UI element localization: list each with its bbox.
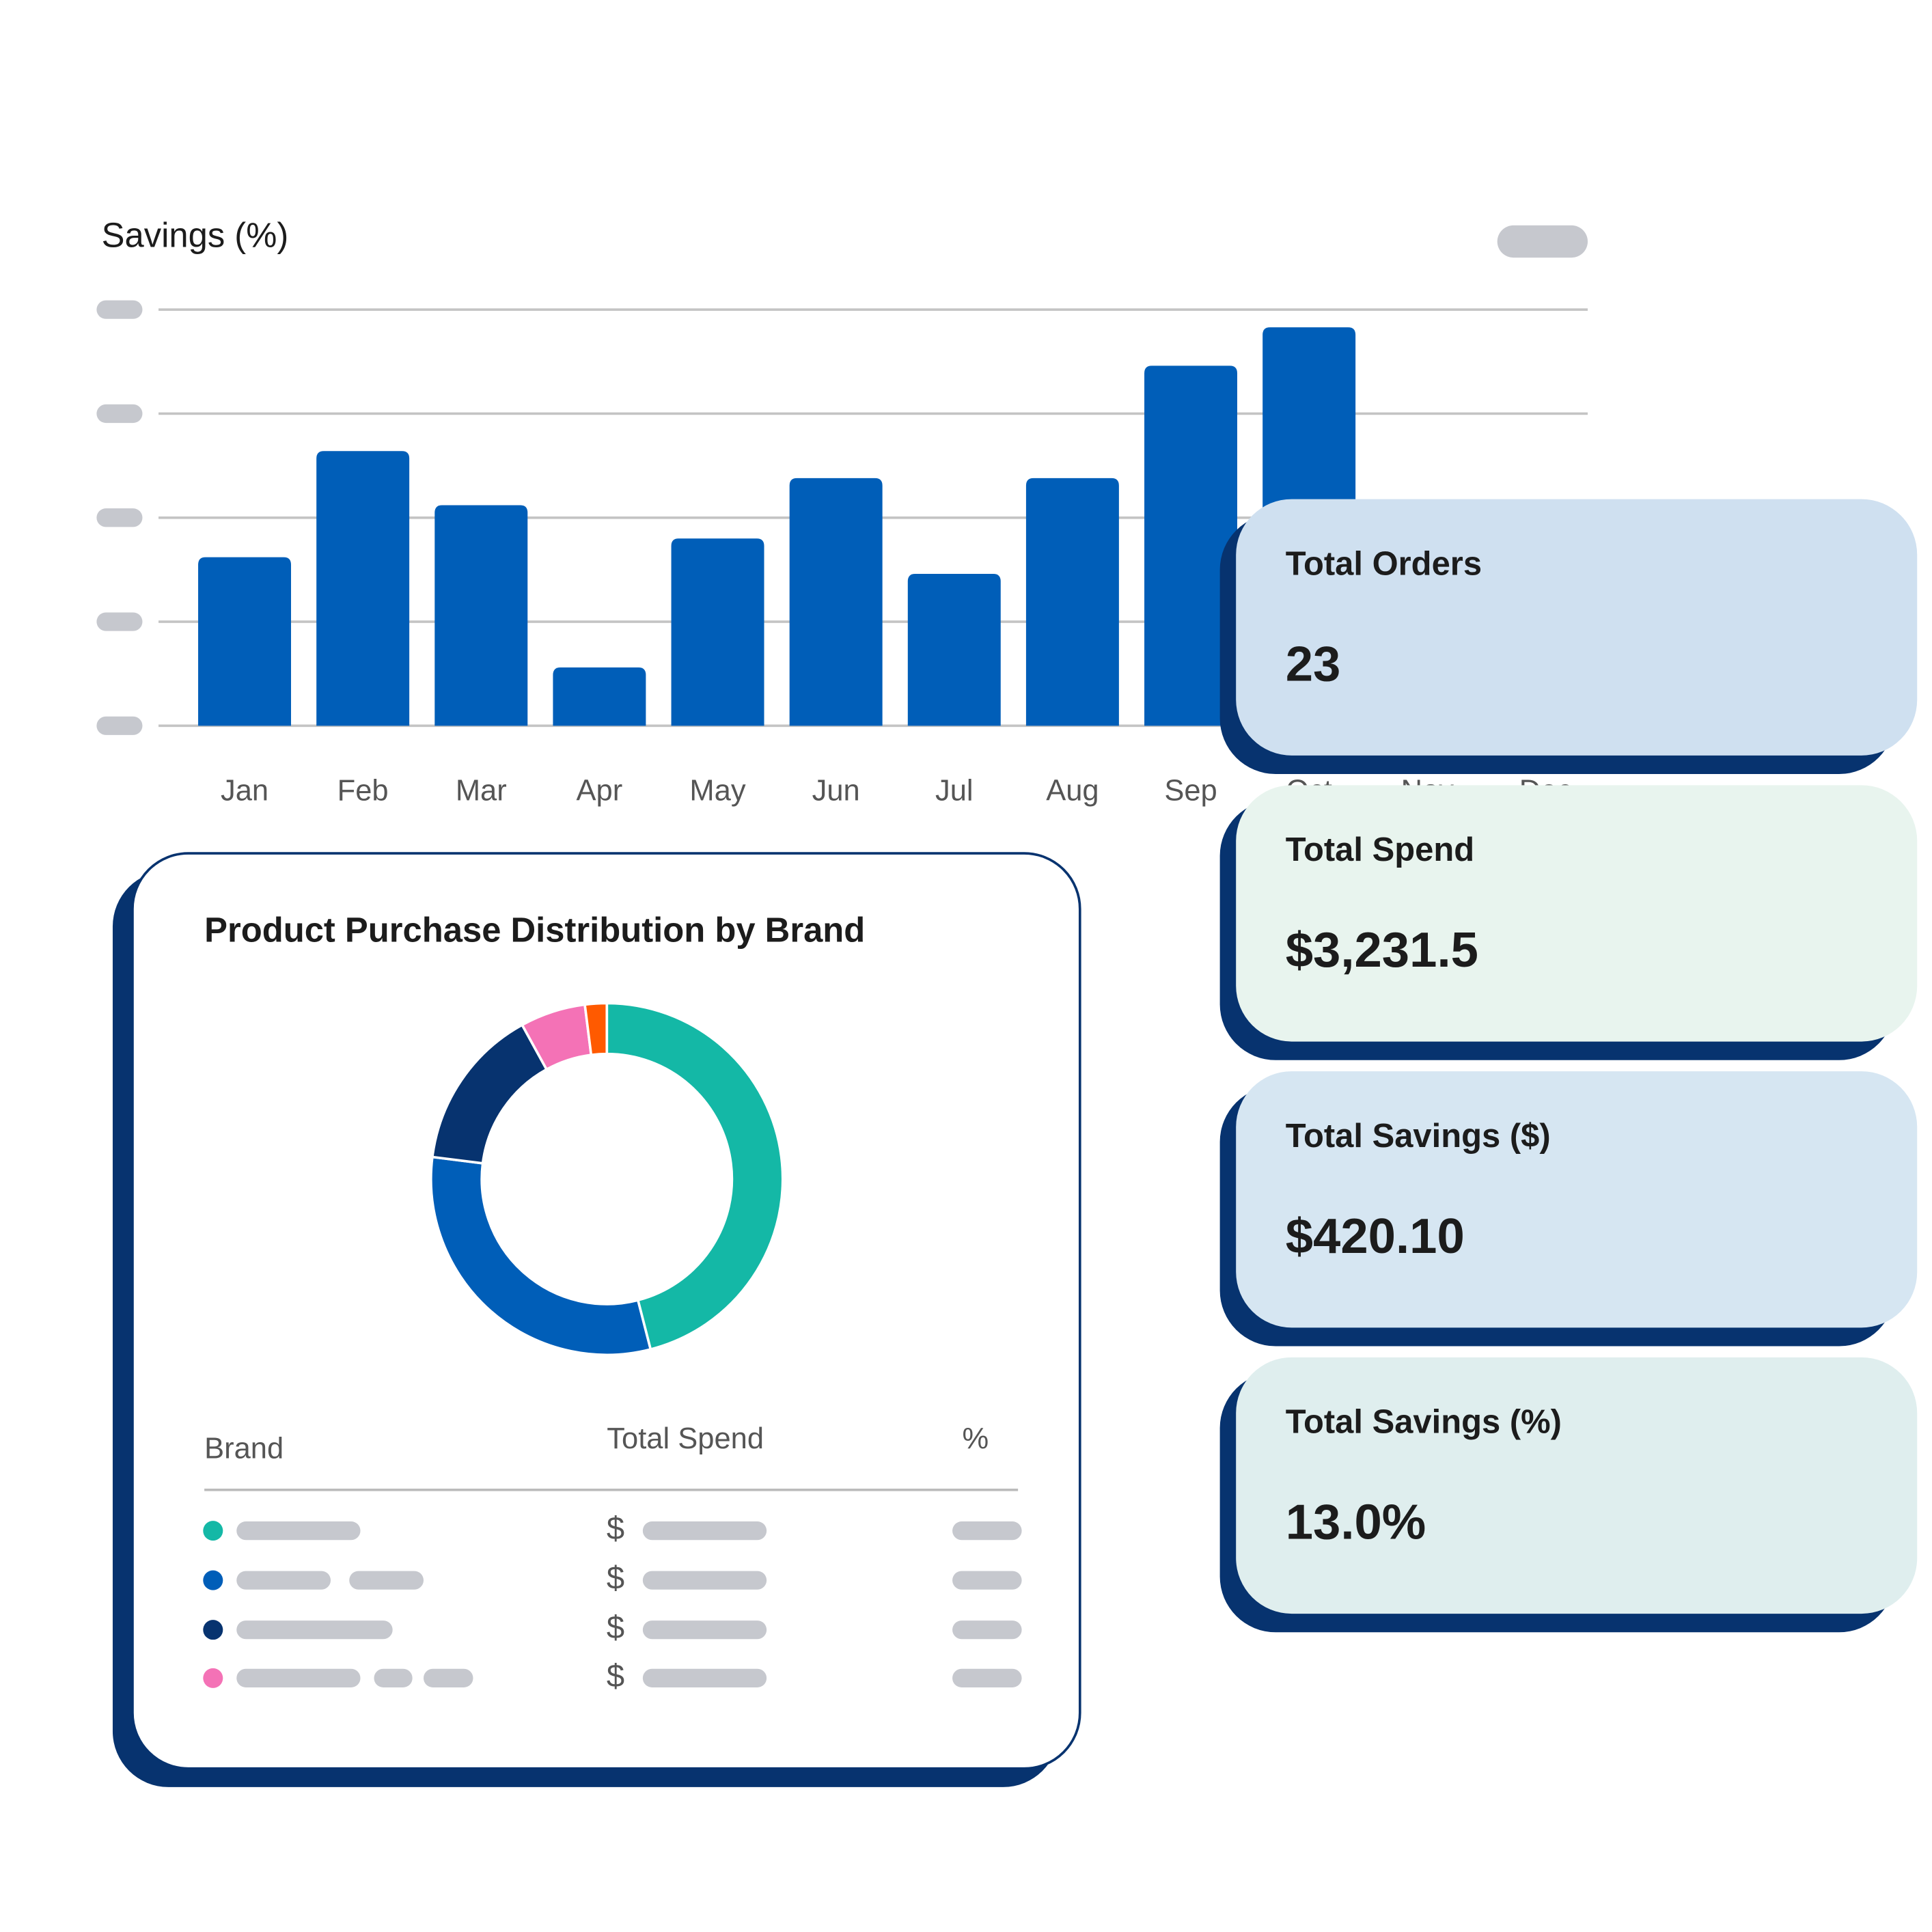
legend-dot: [203, 1521, 223, 1541]
placeholder-pill: [1497, 225, 1588, 258]
x-tick-label: Feb: [337, 775, 389, 808]
donut-segment: [430, 1155, 652, 1357]
x-tick-label: Jun: [812, 775, 860, 808]
x-tick-label: Mar: [456, 775, 507, 808]
placeholder-pill: [642, 1571, 767, 1590]
bar: [434, 505, 528, 726]
card-label: Total Spend: [1286, 831, 1474, 868]
placeholder-pill: [236, 1521, 361, 1541]
placeholder-pill: [423, 1668, 473, 1687]
x-tick-label: Sep: [1164, 775, 1217, 808]
bar: [907, 573, 1001, 726]
kpi-card: [1236, 1071, 1918, 1328]
legend-dot: [203, 1620, 223, 1640]
bar: [553, 667, 646, 726]
legend-dot: [203, 1668, 223, 1688]
bar: [1144, 365, 1238, 726]
currency-sign: $: [607, 1609, 624, 1645]
y-tick-mark: [96, 508, 143, 527]
placeholder-pill: [236, 1571, 331, 1590]
y-tick-mark: [96, 612, 143, 631]
x-tick-label: May: [689, 775, 745, 808]
legend-dot: [203, 1570, 223, 1590]
table-header: %: [963, 1422, 989, 1455]
y-tick-mark: [96, 716, 143, 735]
currency-sign: $: [607, 1510, 624, 1546]
placeholder-pill: [952, 1620, 1022, 1640]
placeholder-pill: [642, 1620, 767, 1640]
placeholder-pill: [642, 1521, 767, 1541]
card-label: Total Savings (%): [1286, 1404, 1562, 1441]
chart-title: Savings (%): [102, 215, 289, 254]
placeholder-pill: [236, 1620, 393, 1640]
x-tick-label: Jul: [935, 775, 974, 808]
donut-segment: [583, 1002, 609, 1057]
kpi-card: [1236, 785, 1918, 1042]
card-value: 23: [1286, 636, 1341, 691]
x-tick-label: Aug: [1046, 775, 1099, 808]
y-tick-mark: [96, 300, 143, 319]
card-value: $3,231.5: [1286, 922, 1478, 978]
placeholder-pill: [349, 1571, 424, 1590]
placeholder-pill: [642, 1668, 767, 1687]
placeholder-pill: [952, 1521, 1022, 1541]
placeholder-pill: [952, 1571, 1022, 1590]
card-label: Total Orders: [1286, 545, 1482, 582]
panel-title: Product Purchase Distribution by Brand: [204, 910, 865, 949]
kpi-card: [1236, 499, 1918, 756]
donut-segment: [605, 1002, 784, 1351]
x-tick-label: Apr: [577, 775, 623, 808]
kpi-card: [1236, 1357, 1918, 1614]
placeholder-pill: [236, 1668, 361, 1687]
bar: [789, 478, 883, 726]
bar: [1025, 478, 1119, 726]
table-header: Total Spend: [607, 1422, 764, 1455]
placeholder-pill: [952, 1668, 1022, 1687]
table-header: Brand: [204, 1432, 284, 1465]
bar: [316, 451, 410, 726]
y-tick-mark: [96, 404, 143, 424]
card-label: Total Savings ($): [1286, 1118, 1551, 1155]
card-value: $420.10: [1286, 1209, 1465, 1264]
bar: [198, 557, 292, 726]
currency-sign: $: [607, 1560, 624, 1596]
x-tick-label: Jan: [221, 775, 268, 808]
bar: [671, 538, 764, 726]
currency-sign: $: [607, 1657, 624, 1694]
card-value: 13.0%: [1286, 1495, 1426, 1550]
placeholder-pill: [374, 1668, 413, 1687]
